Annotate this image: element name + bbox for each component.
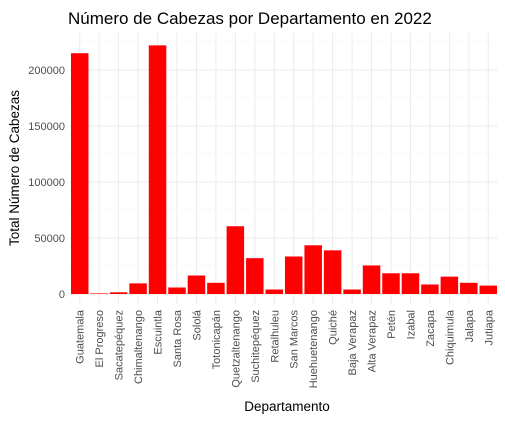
bar [207,282,225,294]
x-tick-label: Totonicapán [211,310,223,369]
y-axis-title: Total Número de Cabezas [7,90,22,246]
bar [90,293,108,294]
bar [401,273,420,294]
bar [129,283,147,294]
x-tick-label: Baja Verapaz [347,310,359,375]
x-tick-label: Quetzaltenango [230,310,242,388]
y-tick-label: 50000 [34,233,65,245]
bar [284,256,303,294]
y-tick-label: 200000 [28,65,65,77]
bar [479,285,498,294]
chart-title: Número de Cabezas por Departamento en 20… [68,9,432,28]
x-axis-title: Departamento [244,399,330,414]
y-tick-label: 100000 [28,177,65,189]
bar [421,284,439,294]
x-tick-label: Huehuetenango [308,310,320,388]
bar [304,245,322,294]
x-tick-label: Jutiapa [483,309,495,345]
x-tick-label: Escuintla [153,309,165,355]
bar [70,53,89,295]
x-tick-label: San Marcos [289,310,301,369]
x-tick-label: Sololá [191,309,203,340]
x-tick-label: Petén [386,310,398,339]
grid [70,33,498,304]
x-axis-ticks: Guatemala El Progreso Sacatepéquez Chimalte… [75,309,496,388]
x-tick-label: Alta Verapaz [367,310,379,372]
x-tick-label: Suchitepéquez [250,310,262,383]
bar [323,250,342,294]
x-tick-label: Sacatepéquez [114,310,126,380]
x-tick-label: El Progreso [94,310,106,367]
bars [70,45,498,295]
bar [187,275,206,294]
y-tick-label: 150000 [28,121,65,133]
bar [246,258,264,294]
x-tick-label: Quiché [328,310,340,345]
bar [168,287,186,294]
y-axis-ticks: 0 50000 100000 150000 200000 [28,65,65,301]
bar [265,289,284,294]
x-tick-label: Retalhuleu [269,310,281,363]
x-tick-label: Izabal [405,310,417,339]
bar [109,292,128,294]
x-tick-label: Zacapa [425,309,437,347]
x-tick-label: Santa Rosa [172,309,184,367]
bar [382,273,400,294]
bar [440,276,459,294]
bar [226,226,245,294]
x-tick-label: Jalapa [464,309,476,342]
bar [148,45,167,294]
x-tick-label: Chiquimula [444,309,456,365]
x-tick-label: Chimaltenango [133,310,145,384]
bar [362,265,381,294]
y-tick-label: 0 [59,289,65,301]
x-tick-label: Guatemala [75,309,87,364]
bar [460,282,478,294]
bar [343,289,361,294]
